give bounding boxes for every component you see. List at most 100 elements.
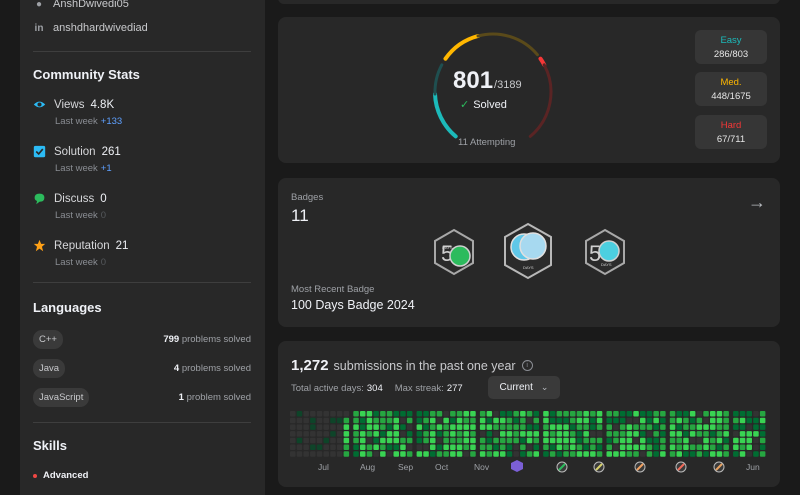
language-tag[interactable]: C++: [33, 330, 63, 349]
heatmap-cell[interactable]: [556, 437, 563, 444]
heatmap-cell[interactable]: [343, 417, 350, 424]
heatmap-cell[interactable]: [336, 417, 343, 424]
heatmap-cell[interactable]: [296, 411, 303, 417]
heatmap-cell[interactable]: [723, 451, 729, 457]
heatmap-cell[interactable]: [303, 424, 309, 430]
heatmap-cell[interactable]: [463, 431, 470, 437]
language-tag[interactable]: JavaScript: [33, 388, 90, 407]
heatmap-cell[interactable]: [336, 451, 343, 457]
heatmap-cell[interactable]: [373, 451, 379, 457]
heatmap-cell[interactable]: [416, 431, 423, 437]
heatmap-cell[interactable]: [393, 417, 400, 424]
heatmap-cell[interactable]: [303, 411, 309, 417]
heatmap-cell[interactable]: [753, 444, 759, 451]
heatmap-cell[interactable]: [660, 431, 666, 437]
heatmap-cell[interactable]: [696, 411, 703, 417]
heatmap-cell[interactable]: [290, 424, 296, 430]
heatmap-cell[interactable]: [739, 437, 746, 444]
heatmap-cell[interactable]: [653, 411, 659, 417]
heatmap-cell[interactable]: [549, 411, 556, 417]
heatmap-cell[interactable]: [590, 437, 596, 444]
heatmap-cell[interactable]: [570, 431, 576, 437]
heatmap-cell[interactable]: [353, 431, 359, 437]
monthly-badge-icon[interactable]: [675, 461, 687, 473]
heatmap-cell[interactable]: [493, 437, 499, 444]
heatmap-cell[interactable]: [576, 424, 583, 430]
heatmap-cell[interactable]: [520, 417, 526, 424]
heatmap-cell[interactable]: [506, 437, 513, 444]
heatmap-cell[interactable]: [343, 444, 350, 451]
heatmap-cell[interactable]: [400, 417, 406, 424]
heatmap-cell[interactable]: [506, 431, 513, 437]
heatmap-cell[interactable]: [526, 411, 533, 417]
heatmap-cell[interactable]: [430, 424, 436, 430]
heatmap-cell[interactable]: [450, 431, 456, 437]
heatmap-cell[interactable]: [360, 424, 366, 430]
heatmap-cell[interactable]: [653, 424, 659, 430]
heatmap-cell[interactable]: [500, 411, 506, 417]
heatmap-cell[interactable]: [576, 444, 583, 451]
heatmap-cell[interactable]: [669, 444, 676, 451]
heatmap-cell[interactable]: [400, 411, 406, 417]
heatmap-cell[interactable]: [423, 417, 429, 424]
heatmap-cell[interactable]: [366, 431, 373, 437]
heatmap-cell[interactable]: [443, 417, 449, 424]
heatmap-cell[interactable]: [386, 451, 393, 457]
heatmap-cell[interactable]: [303, 417, 309, 424]
heatmap-cell[interactable]: [336, 444, 343, 451]
heatmap-cell[interactable]: [640, 424, 646, 430]
heatmap-cell[interactable]: [316, 424, 323, 430]
heatmap-cell[interactable]: [486, 417, 493, 424]
heatmap-cell[interactable]: [443, 451, 449, 457]
heatmap-cell[interactable]: [290, 417, 296, 424]
heatmap-cell[interactable]: [513, 444, 519, 451]
heatmap-cell[interactable]: [513, 451, 519, 457]
heatmap-cell[interactable]: [683, 411, 689, 417]
heatmap-cell[interactable]: [626, 451, 633, 457]
heatmap-cell[interactable]: [533, 451, 540, 457]
heatmap-cell[interactable]: [596, 437, 603, 444]
heatmap-cell[interactable]: [493, 431, 499, 437]
heatmap-cell[interactable]: [430, 411, 436, 417]
badge-100-days-2024[interactable]: DAYS: [502, 222, 554, 280]
heatmap-cell[interactable]: [746, 444, 753, 451]
heatmap-cell[interactable]: [506, 444, 513, 451]
heatmap-cell[interactable]: [626, 437, 633, 444]
heatmap-cell[interactable]: [576, 451, 583, 457]
heatmap-cell[interactable]: [479, 444, 486, 451]
heatmap-cell[interactable]: [590, 431, 596, 437]
heatmap-cell[interactable]: [646, 424, 653, 430]
heatmap-cell[interactable]: [486, 437, 493, 444]
heatmap-cell[interactable]: [703, 424, 709, 430]
heatmap-cell[interactable]: [526, 444, 533, 451]
heatmap-cell[interactable]: [343, 437, 350, 444]
heatmap-cell[interactable]: [570, 411, 576, 417]
heatmap-cell[interactable]: [739, 424, 746, 430]
heatmap-cell[interactable]: [596, 411, 603, 417]
heatmap-cell[interactable]: [406, 444, 413, 451]
heatmap-cell[interactable]: [570, 437, 576, 444]
heatmap-cell[interactable]: [739, 431, 746, 437]
heatmap-cell[interactable]: [353, 417, 359, 424]
heatmap-cell[interactable]: [606, 444, 613, 451]
heatmap-cell[interactable]: [653, 437, 659, 444]
heatmap-cell[interactable]: [733, 417, 739, 424]
heatmap-cell[interactable]: [336, 424, 343, 430]
heatmap-cell[interactable]: [330, 437, 336, 444]
heatmap-cell[interactable]: [590, 411, 596, 417]
heatmap-cell[interactable]: [716, 431, 723, 437]
heatmap-cell[interactable]: [479, 411, 486, 417]
heatmap-cell[interactable]: [606, 451, 613, 457]
heatmap-cell[interactable]: [583, 431, 589, 437]
heatmap-cell[interactable]: [393, 424, 400, 430]
heatmap-cell[interactable]: [563, 431, 569, 437]
heatmap-cell[interactable]: [436, 417, 443, 424]
heatmap-cell[interactable]: [360, 451, 366, 457]
heatmap-cell[interactable]: [470, 417, 476, 424]
heatmap-cell[interactable]: [710, 444, 716, 451]
heatmap-cell[interactable]: [463, 411, 470, 417]
heatmap-cell[interactable]: [310, 431, 316, 437]
heatmap-cell[interactable]: [373, 444, 379, 451]
heatmap-cell[interactable]: [683, 451, 689, 457]
heatmap-cell[interactable]: [366, 437, 373, 444]
